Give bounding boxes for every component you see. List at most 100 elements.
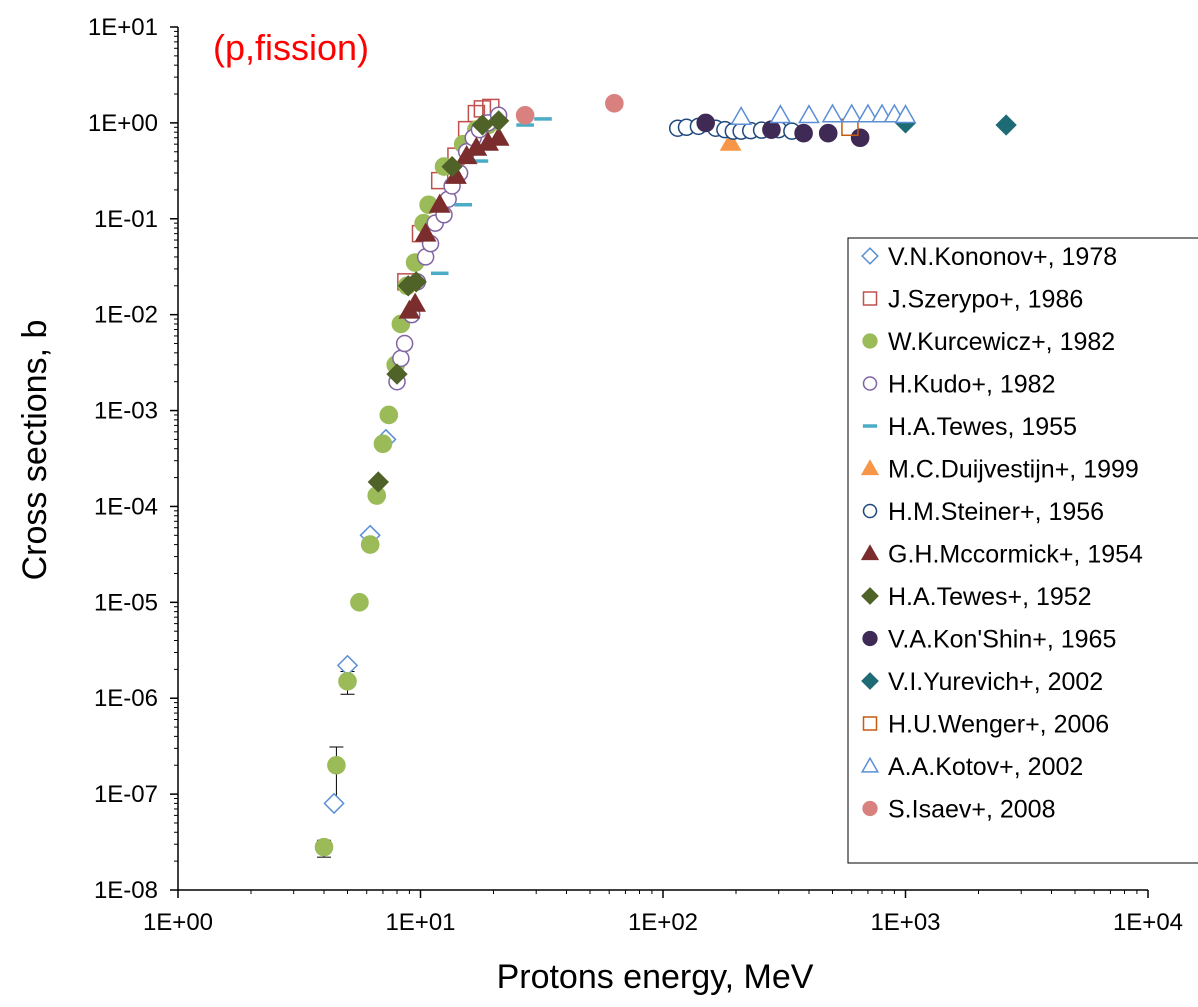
- legend-label: V.N.Kononov+, 1978: [888, 243, 1117, 271]
- legend-label: V.A.Kon'Shin+, 1965: [888, 626, 1116, 654]
- data-point: [428, 193, 451, 213]
- data-point: [696, 113, 716, 133]
- legend-marker: [862, 333, 878, 349]
- axes: [170, 26, 1149, 898]
- data-point: [534, 117, 552, 121]
- data-point: [894, 104, 917, 124]
- legend-label: H.M.Steiner+, 1956: [888, 498, 1104, 526]
- legend-label: A.A.Kotov+, 2002: [888, 753, 1083, 781]
- data-point: [395, 334, 414, 353]
- data-point: [762, 120, 781, 139]
- legend-label: J.Szerypo+, 1986: [888, 286, 1083, 314]
- data-point: [794, 123, 813, 143]
- legend: V.N.Kononov+, 1978 J.Szerypo+, 1986 W.Kurc…: [847, 237, 1198, 864]
- data-point: [404, 292, 426, 312]
- legend-marker: [862, 424, 878, 428]
- legend-label: H.A.Tewes, 1955: [888, 413, 1077, 441]
- legend-item: G.H.Mccormick+, 1954: [860, 541, 1143, 569]
- legend-item: V.N.Kononov+, 1978: [861, 243, 1117, 271]
- data-point: [430, 271, 449, 276]
- legend-marker: [860, 459, 880, 476]
- legend-marker: [862, 291, 878, 306]
- y-tick-label: 1E-06: [94, 685, 158, 712]
- data-point: [441, 155, 463, 178]
- legend-item: A.A.Kotov+, 2002: [860, 753, 1083, 781]
- series-5: [719, 131, 742, 151]
- data-point: [314, 837, 334, 857]
- y-axis-title: Cross sections, b: [16, 320, 54, 581]
- series-4: [430, 117, 552, 276]
- series-10: [894, 112, 1017, 136]
- legend-label: V.I.Yurevich+, 2002: [888, 668, 1103, 696]
- legend-item: H.M.Steiner+, 1956: [862, 498, 1104, 526]
- legend-marker: [862, 716, 878, 731]
- legend-label: H.U.Wenger+, 2006: [888, 711, 1109, 739]
- tick-labels: 1E+01 1E+00 1E-01 1E-02 1E-03 1E-04 1E-05 1E-06…: [88, 14, 1183, 936]
- legend-label: W.Kurcewicz+, 1982: [888, 328, 1115, 356]
- legend-label: H.A.Tewes+, 1952: [888, 583, 1092, 611]
- data-point: [405, 271, 427, 293]
- y-tick-label: 1E+01: [88, 14, 158, 41]
- y-tick-label: 1E-01: [94, 206, 158, 233]
- legend-marker: [860, 756, 880, 773]
- legend-item: W.Kurcewicz+, 1982: [862, 328, 1115, 356]
- data-point: [338, 672, 357, 691]
- y-tick-label: 1E-05: [94, 589, 158, 616]
- data-point: [471, 114, 494, 136]
- legend-item: V.A.Kon'Shin+, 1965: [862, 626, 1116, 654]
- data-point: [798, 104, 820, 124]
- legend-marker: [862, 630, 878, 647]
- legend-item: H.Kudo+, 1982: [862, 371, 1056, 399]
- data-point: [821, 103, 844, 123]
- y-tick-label: 1E-03: [94, 398, 158, 425]
- series-12: [730, 103, 917, 126]
- legend-marker: [862, 800, 878, 817]
- legend-item: M.C.Duijvestijn+, 1999: [860, 456, 1139, 484]
- x-tick-label: 1E+03: [870, 909, 940, 936]
- data-point: [373, 434, 393, 454]
- legend-marker: [860, 544, 880, 561]
- legend-item: H.A.Tewes, 1955: [862, 413, 1077, 441]
- data-point: [392, 349, 410, 368]
- data-point: [840, 103, 863, 123]
- series-13: [515, 94, 624, 125]
- data-marks: [314, 94, 1017, 857]
- y-tick-label: 1E-02: [94, 302, 158, 329]
- data-point: [379, 405, 399, 425]
- data-point: [487, 110, 510, 132]
- legend-marker: [861, 247, 879, 265]
- data-point: [454, 203, 473, 207]
- data-point: [516, 123, 534, 127]
- x-tick-label: 1E+01: [385, 909, 455, 936]
- legend-label: S.Isaev+, 2008: [888, 796, 1055, 824]
- y-tick-label: 1E-08: [94, 877, 158, 904]
- series-0: [323, 428, 397, 815]
- legend-item: H.A.Tewes+, 1952: [861, 583, 1092, 611]
- legend-marker: [862, 376, 878, 391]
- data-point: [327, 755, 346, 775]
- data-point: [769, 104, 792, 124]
- data-point: [730, 105, 753, 126]
- data-point: [605, 94, 624, 113]
- legend-box: [847, 237, 1198, 864]
- data-point: [818, 123, 838, 143]
- legend-item: S.Isaev+, 2008: [862, 796, 1055, 824]
- series-7: [398, 126, 510, 319]
- x-axis-title: Protons energy, MeV: [497, 958, 814, 996]
- data-point: [995, 114, 1017, 136]
- series-8: [367, 110, 510, 493]
- y-tick-label: 1E-04: [94, 493, 158, 520]
- data-point: [470, 159, 489, 163]
- x-tick-label: 1E+02: [628, 909, 698, 936]
- chart-annotation: (p,fission): [213, 27, 369, 68]
- data-point: [515, 105, 535, 125]
- data-point: [386, 363, 408, 385]
- data-point: [719, 131, 742, 151]
- x-tick-label: 1E+00: [143, 909, 213, 936]
- data-point: [487, 126, 510, 146]
- y-tick-label: 1E+00: [88, 110, 158, 137]
- series-2: [314, 115, 498, 857]
- series-9: [696, 113, 870, 148]
- legend-marker: [861, 587, 879, 605]
